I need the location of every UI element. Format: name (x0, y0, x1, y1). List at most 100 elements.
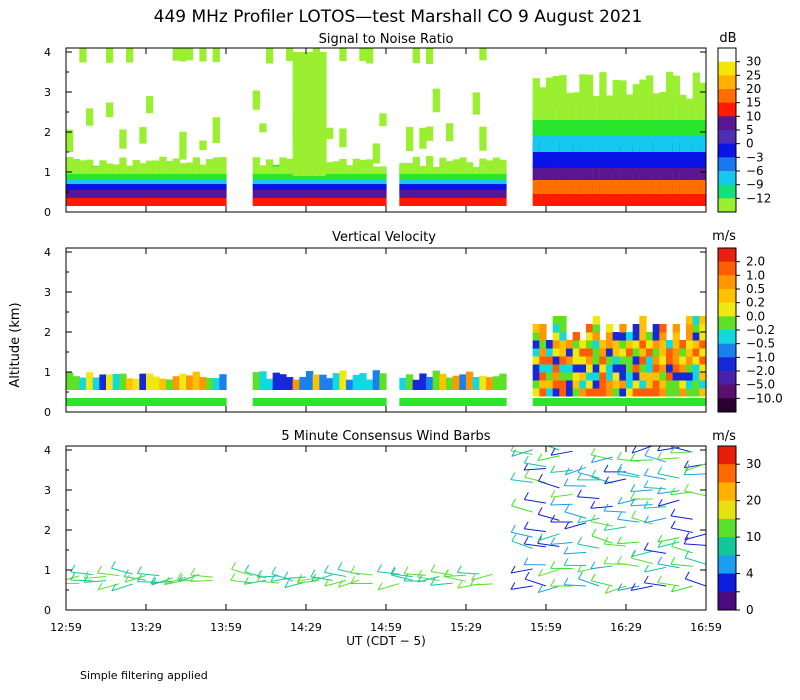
wind-barb (591, 580, 613, 587)
snr-cell (659, 174, 667, 194)
colorbar-swatch (718, 537, 736, 556)
snr-cell (639, 147, 647, 168)
snr-cell (252, 180, 260, 184)
snr-cell (192, 198, 200, 206)
vv-cell (219, 398, 227, 406)
wind-barb-flag (310, 569, 316, 578)
vv-cell (599, 372, 607, 381)
snr-cell (566, 107, 574, 136)
vv-cell (532, 380, 540, 389)
vv-cell (559, 348, 567, 357)
snr-cell (126, 165, 134, 174)
snr-cell (672, 75, 680, 120)
vv-cell (206, 377, 214, 390)
wind-barb (70, 571, 93, 576)
snr-cell (339, 198, 347, 206)
colorbar-tick-label: 0.5 (746, 282, 765, 296)
snr-cell (499, 190, 507, 198)
snr-cell (459, 157, 467, 174)
snr-cell (152, 190, 160, 198)
vv-cell (379, 373, 387, 390)
wind-barb (644, 486, 667, 490)
snr-cell (406, 184, 414, 190)
vv-cell (299, 398, 307, 406)
vv-cell (266, 398, 274, 406)
wind-barb-flag (403, 573, 409, 582)
snr-cell (266, 159, 274, 174)
wind-barb-flag (550, 497, 556, 506)
wind-barb (631, 517, 653, 525)
vv-cell (666, 356, 674, 365)
snr-cell (319, 172, 327, 180)
wind-barb-flag (283, 571, 289, 579)
wind-barb-flag (657, 466, 663, 474)
snr-cell (432, 166, 440, 174)
snr-cell (92, 198, 100, 206)
colorbar-swatch (718, 289, 736, 304)
snr-cell (459, 184, 467, 190)
wind-barb-flag (657, 556, 663, 565)
snr-cell (592, 124, 600, 152)
wind-barb (565, 431, 586, 438)
snr-cell (412, 184, 420, 190)
vv-cell (666, 380, 674, 389)
wind-barb (510, 568, 533, 574)
snr-cell (479, 126, 487, 151)
snr-cell (552, 75, 560, 120)
vv-cell (646, 332, 654, 341)
snr-cell (546, 171, 554, 194)
colorbar-swatch (718, 116, 736, 131)
vv-cell (619, 340, 627, 349)
vv-cell (79, 377, 87, 390)
snr-cell (419, 190, 427, 198)
snr-cell (639, 179, 647, 194)
wind-barb-flag (377, 564, 382, 573)
colorbar-tick-label: 20 (746, 494, 761, 508)
snr-cell (66, 190, 74, 198)
snr-cell (632, 112, 640, 136)
x-tick-label: 13:29 (130, 621, 162, 634)
snr-cell (492, 190, 500, 198)
vv-cell (686, 316, 694, 325)
snr-cell (586, 161, 594, 180)
snr-cell (452, 180, 460, 184)
wind-barb (591, 476, 613, 484)
snr-cell (292, 190, 300, 198)
snr-cell (539, 87, 547, 120)
snr-cell (452, 190, 460, 198)
vv-cell (639, 398, 647, 406)
wind-barb (324, 580, 347, 587)
colorbar-swatch (718, 591, 736, 611)
vv-cell (619, 372, 627, 381)
vv-cell (446, 398, 454, 406)
snr-cell (146, 190, 154, 198)
snr-cell (266, 190, 274, 198)
snr-cell (339, 170, 347, 180)
snr-cell (86, 198, 94, 206)
footnote: Simple filtering applied (80, 669, 208, 682)
snr-cell (586, 129, 594, 152)
snr-cell (272, 180, 280, 184)
snr-cell (199, 184, 207, 190)
wind-barb-flag (151, 577, 157, 586)
vv-axis: 0 1 2 3 4 (44, 246, 707, 419)
vv-cell (659, 364, 667, 373)
snr-cell (546, 77, 554, 120)
vv-cell (352, 398, 360, 406)
wind-barb-flag (403, 566, 409, 575)
vv-cell (552, 372, 560, 381)
wind-barb (577, 415, 599, 416)
snr-cell (319, 190, 327, 198)
wind-barb-flag (577, 465, 583, 473)
vv-cell (672, 356, 680, 365)
vv-cell (692, 372, 700, 381)
vv-cell (666, 398, 674, 406)
wind-barb (565, 466, 587, 476)
vv-cell (472, 398, 480, 406)
wind-barb-flag (671, 428, 675, 435)
snr-cell (259, 165, 267, 174)
snr-cell (379, 198, 387, 206)
vv-cell (532, 324, 540, 333)
snr-cell (679, 94, 687, 120)
snr-cell (666, 170, 674, 194)
